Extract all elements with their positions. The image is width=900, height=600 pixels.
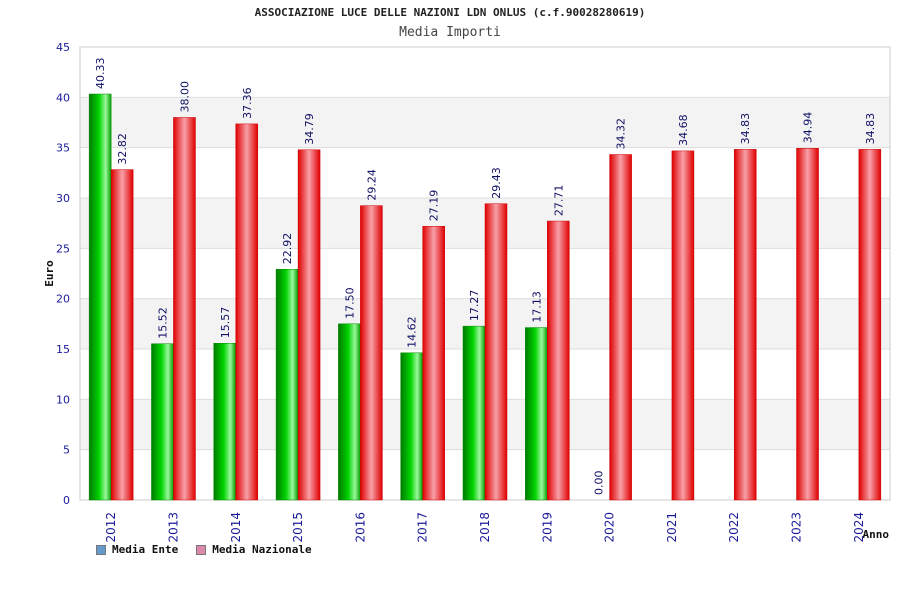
y-tick-label: 45 [56, 41, 70, 54]
x-tick-label: 2018 [478, 512, 492, 543]
data-label: 37.36 [241, 87, 254, 119]
bar-media-nazionale [484, 203, 508, 501]
x-tick-label: 2022 [727, 512, 741, 543]
y-axis-label: Euro [43, 260, 56, 287]
bar-media-nazionale [547, 220, 570, 501]
bar-media-ente [213, 343, 237, 501]
bar-media-nazionale [173, 117, 196, 501]
data-label: 22.92 [281, 233, 294, 265]
bar-media-nazionale [235, 123, 259, 501]
x-tick-label: 2023 [790, 512, 804, 543]
y-tick-label: 25 [56, 242, 70, 255]
data-label: 0.00 [593, 471, 606, 496]
bar-media-ente [525, 327, 548, 501]
data-label: 29.43 [490, 167, 503, 199]
chart-title: ASSOCIAZIONE LUCE DELLE NAZIONI LDN ONLU… [254, 6, 646, 19]
legend-swatch-media-nazionale [196, 544, 207, 555]
y-tick-label: 30 [56, 192, 70, 205]
bar-media-nazionale [858, 149, 882, 501]
x-tick-label: 2020 [603, 512, 617, 543]
data-label: 38.00 [178, 81, 191, 113]
data-label: 40.33 [94, 58, 107, 89]
legend-swatch-media-ente [96, 544, 106, 555]
data-label: 17.50 [343, 287, 356, 319]
bar-media-nazionale [360, 205, 383, 501]
data-label: 15.52 [156, 307, 169, 339]
bar-media-nazionale [796, 148, 819, 501]
x-tick-label: 2021 [665, 512, 679, 543]
chart-subtitle: Media Importi [399, 25, 501, 40]
x-tick-label: 2015 [291, 512, 305, 543]
bar-media-nazionale [297, 149, 321, 501]
data-label: 32.82 [116, 133, 129, 165]
data-label: 34.68 [677, 114, 690, 146]
x-tick-label: 2016 [353, 512, 367, 543]
y-tick-label: 10 [56, 393, 70, 406]
data-label: 34.79 [303, 113, 316, 145]
y-tick-label: 5 [63, 444, 70, 457]
grid-band [80, 97, 890, 148]
bar-media-ente [462, 325, 486, 501]
y-tick-label: 15 [56, 343, 70, 356]
x-axis-label: Anno [863, 528, 890, 541]
bar-media-nazionale [422, 226, 445, 501]
data-label: 34.94 [802, 112, 815, 144]
bar-media-nazionale [110, 169, 134, 501]
legend-label-media-nazionale: Media Nazionale [212, 543, 312, 556]
x-tick-label: 2019 [540, 512, 554, 543]
x-tick-label: 2017 [416, 512, 430, 543]
x-tick-label: 2024 [852, 512, 866, 543]
x-tick-label: 2013 [166, 512, 180, 543]
data-label: 14.62 [406, 316, 419, 348]
bar-media-ente [88, 93, 112, 501]
bar-media-ente [338, 323, 361, 501]
data-label: 34.83 [864, 113, 877, 145]
bar-media-nazionale [733, 149, 757, 501]
data-label: 34.32 [615, 118, 628, 150]
bar-media-nazionale [609, 154, 632, 501]
bar-media-ente [275, 269, 299, 501]
legend-item-media-nazionale: Media Nazionale [196, 543, 312, 556]
data-label: 27.71 [552, 185, 565, 217]
data-label: 15.57 [219, 307, 232, 339]
legend: Media Ente Media Nazionale [96, 543, 312, 556]
bar-media-nazionale [671, 150, 695, 501]
data-label: 17.13 [530, 291, 543, 323]
y-tick-label: 35 [56, 142, 70, 155]
bar-media-ente [400, 352, 423, 501]
x-tick-label: 2014 [229, 512, 243, 543]
y-tick-label: 20 [56, 293, 70, 306]
data-label: 34.83 [739, 113, 752, 145]
x-tick-label: 2012 [104, 512, 118, 543]
data-label: 17.27 [468, 290, 481, 322]
bar-media-ente [151, 343, 174, 501]
legend-item-media-ente: Media Ente [96, 543, 178, 556]
y-tick-label: 40 [56, 91, 70, 104]
data-label: 29.24 [365, 169, 378, 201]
y-tick-label: 0 [63, 494, 70, 507]
legend-label-media-ente: Media Ente [112, 543, 179, 556]
data-label: 27.19 [428, 190, 441, 222]
